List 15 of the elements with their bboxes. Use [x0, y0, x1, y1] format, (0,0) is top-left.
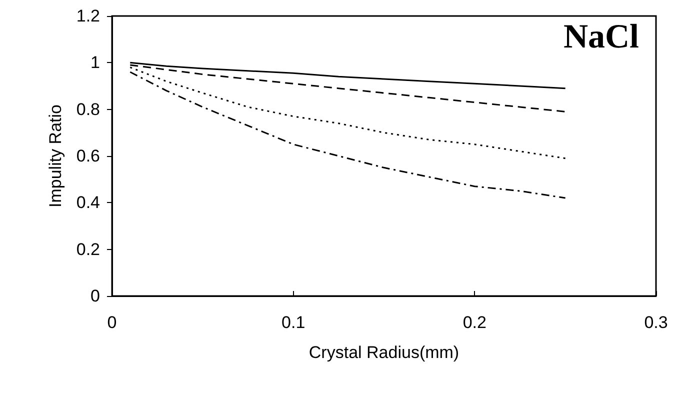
y-tick-label: 0.2 [76, 240, 100, 259]
line-series [129, 71, 566, 199]
x-tick-label: 0.1 [282, 313, 306, 332]
annotation: NaCl [563, 18, 640, 56]
y-tick-label: 0.8 [76, 100, 100, 119]
y-tick-label: 1.2 [76, 6, 100, 26]
y-axis-title: Impulity Ratio [46, 104, 65, 208]
x-tick-label: 0 [107, 313, 117, 332]
x-axis-title: Crystal Radius(mm) [308, 343, 460, 362]
y-tick-label: 0 [90, 286, 100, 306]
x-tick-label: 0.2 [462, 313, 486, 332]
y-tick-label: 0.6 [76, 146, 100, 166]
x-tick-label: 0.3 [644, 313, 668, 332]
y-tick-label: 1 [90, 53, 100, 72]
y-tick-label: 0.4 [76, 193, 100, 212]
